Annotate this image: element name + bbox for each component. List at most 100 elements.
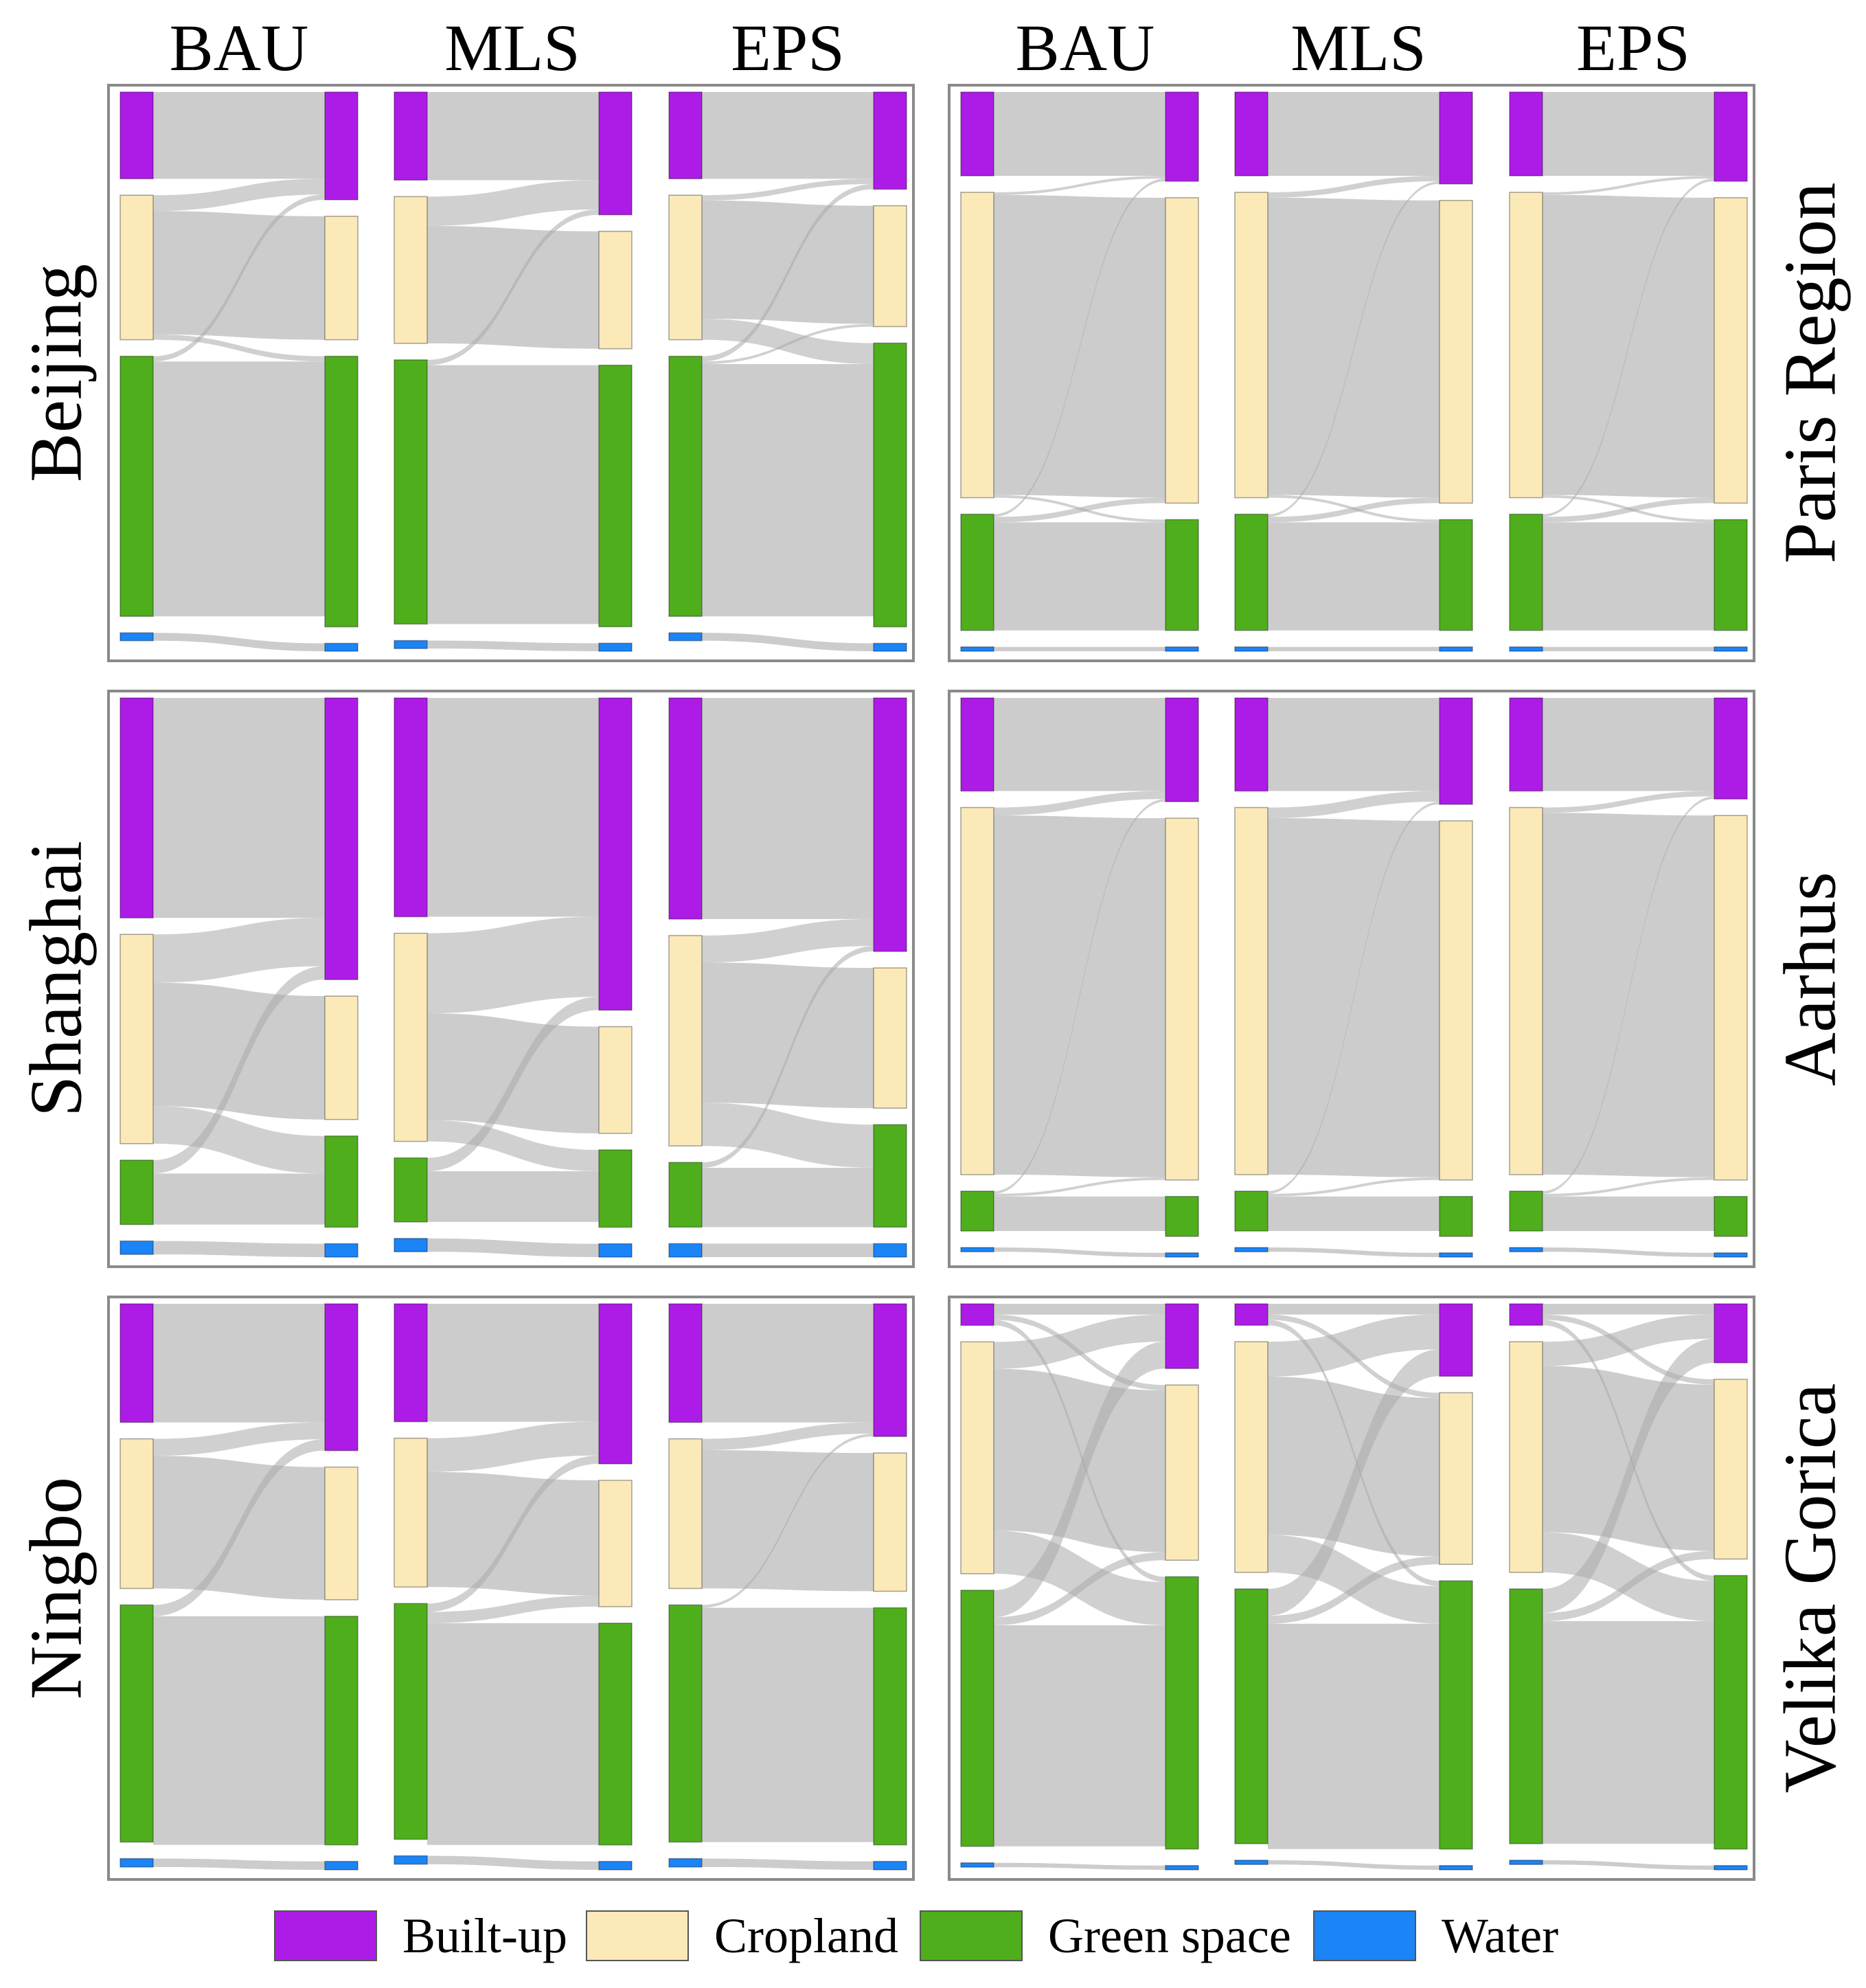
flow-cropland-to-green-space bbox=[153, 1106, 325, 1174]
flow-green-space-to-built-up bbox=[702, 183, 874, 362]
col-title-eps-right: EPS bbox=[1576, 11, 1689, 84]
node-initial-green-space bbox=[1509, 1588, 1543, 1844]
legend-swatch-water bbox=[1313, 1910, 1416, 1961]
flow-green-space-to-cropland bbox=[427, 1595, 599, 1623]
flow-green-space-to-built-up bbox=[1543, 178, 1714, 517]
legend-swatch-cropland bbox=[586, 1910, 689, 1961]
row-title-ningbo: Ningbo bbox=[16, 1477, 98, 1699]
flow-green-space-to-green-space bbox=[702, 1607, 874, 1842]
node-final-green-space bbox=[324, 1616, 359, 1846]
node-initial-built-up bbox=[394, 697, 428, 918]
flow-cropland-to-green-space bbox=[427, 1120, 599, 1171]
flow-water-to-water bbox=[702, 633, 874, 651]
node-initial-water bbox=[1234, 1860, 1268, 1865]
node-final-green-space bbox=[598, 1623, 633, 1846]
node-final-water bbox=[324, 1243, 359, 1258]
node-final-built-up bbox=[1439, 1303, 1473, 1377]
flow-water-to-water bbox=[1543, 1247, 1714, 1257]
legend-swatch-green-space bbox=[920, 1910, 1023, 1961]
node-final-cropland bbox=[324, 1466, 359, 1601]
node-initial-cropland bbox=[1509, 806, 1543, 1175]
node-final-green-space bbox=[1439, 519, 1473, 631]
node-final-water bbox=[1714, 1252, 1748, 1258]
legend: Built-up Cropland Green space Water bbox=[274, 1908, 1558, 1963]
node-final-built-up bbox=[873, 1303, 907, 1437]
scenario-shanghai-eps bbox=[668, 697, 907, 1258]
flow-built-up-to-built-up bbox=[427, 1304, 599, 1422]
flow-green-space-to-built-up bbox=[153, 194, 325, 362]
node-initial-green-space bbox=[960, 513, 994, 631]
node-final-built-up bbox=[1714, 91, 1748, 182]
node-final-built-up bbox=[598, 91, 633, 216]
node-initial-built-up bbox=[1509, 1303, 1543, 1326]
flow-green-space-to-green-space bbox=[153, 1616, 325, 1845]
row-title-beijing: Beijing bbox=[16, 264, 98, 482]
node-initial-water bbox=[668, 632, 703, 642]
flow-water-to-water bbox=[1268, 1860, 1440, 1870]
flows bbox=[702, 1304, 874, 1870]
scenario-velika-gorica-eps bbox=[1509, 1303, 1748, 1871]
node-final-water bbox=[1439, 646, 1473, 652]
node-final-built-up bbox=[1165, 697, 1199, 802]
nodes bbox=[120, 1303, 359, 1871]
flow-cropland-to-built-up bbox=[153, 179, 325, 212]
flow-green-space-to-cropland bbox=[994, 1552, 1165, 1625]
node-initial-built-up bbox=[668, 697, 703, 920]
flow-built-up-to-built-up bbox=[153, 698, 325, 918]
node-final-cropland bbox=[1714, 815, 1748, 1181]
row-title-shanghai: Shanghai bbox=[16, 841, 98, 1117]
nodes bbox=[120, 697, 359, 1258]
scenario-paris-region-eps bbox=[1509, 91, 1748, 652]
node-final-green-space bbox=[873, 342, 907, 628]
flow-cropland-to-built-up bbox=[1268, 175, 1440, 198]
flow-built-up-to-built-up bbox=[1543, 698, 1714, 791]
flow-water-to-water bbox=[427, 1855, 599, 1870]
node-final-built-up bbox=[324, 91, 359, 201]
flow-cropland-to-built-up bbox=[994, 1314, 1165, 1369]
flow-water-to-water bbox=[1543, 1860, 1714, 1870]
node-final-water bbox=[1165, 1252, 1199, 1258]
panel-velika-gorica bbox=[948, 1296, 1755, 1881]
node-initial-water bbox=[960, 1862, 994, 1868]
flow-green-space-to-cropland bbox=[1268, 497, 1440, 523]
node-final-green-space bbox=[1439, 1580, 1473, 1850]
node-final-cropland bbox=[324, 995, 359, 1120]
flows bbox=[702, 92, 874, 651]
flow-cropland-to-green-space bbox=[1543, 1532, 1714, 1621]
node-final-cropland bbox=[1165, 197, 1199, 504]
flow-cropland-to-built-up bbox=[702, 179, 874, 201]
scenario-aarhus-bau bbox=[960, 697, 1199, 1258]
node-final-water bbox=[324, 1860, 359, 1871]
node-initial-water bbox=[960, 1247, 994, 1253]
flows bbox=[153, 698, 325, 1257]
col-title-bau-right: BAU bbox=[1016, 11, 1155, 84]
flow-built-up-to-built-up bbox=[153, 1304, 325, 1423]
node-initial-cropland bbox=[394, 932, 428, 1142]
flow-green-space-to-built-up bbox=[1268, 1349, 1440, 1616]
node-initial-built-up bbox=[394, 1303, 428, 1423]
flow-green-space-to-built-up bbox=[1268, 181, 1440, 517]
nodes bbox=[120, 91, 359, 652]
scenario-column-titles: BAU MLS EPS BAU MLS EPS bbox=[170, 11, 1690, 84]
node-initial-built-up bbox=[120, 1303, 154, 1423]
node-final-green-space bbox=[1165, 1195, 1199, 1237]
scenario-beijing-mls bbox=[394, 91, 633, 652]
node-initial-built-up bbox=[960, 1303, 994, 1326]
flow-green-space-to-green-space bbox=[1268, 1196, 1440, 1232]
col-title-mls-right: MLS bbox=[1290, 11, 1426, 84]
flow-cropland-to-cropland bbox=[1268, 1376, 1440, 1557]
flow-cropland-to-built-up bbox=[702, 918, 874, 963]
node-initial-cropland bbox=[120, 1438, 154, 1590]
flow-water-to-water bbox=[702, 1243, 874, 1257]
flow-green-space-to-cropland bbox=[702, 324, 874, 365]
flow-green-space-to-cropland bbox=[994, 1177, 1165, 1197]
flow-cropland-to-cropland bbox=[1543, 1366, 1714, 1551]
node-final-cropland bbox=[873, 1452, 907, 1592]
flow-green-space-to-green-space bbox=[1543, 1620, 1714, 1844]
flow-green-space-to-built-up bbox=[1543, 1338, 1714, 1614]
nodes bbox=[960, 697, 1199, 1258]
panel-paris-region bbox=[948, 84, 1755, 662]
node-initial-cropland bbox=[960, 1341, 994, 1574]
node-initial-water bbox=[1509, 1247, 1543, 1253]
flow-green-space-to-built-up bbox=[1543, 796, 1714, 1194]
